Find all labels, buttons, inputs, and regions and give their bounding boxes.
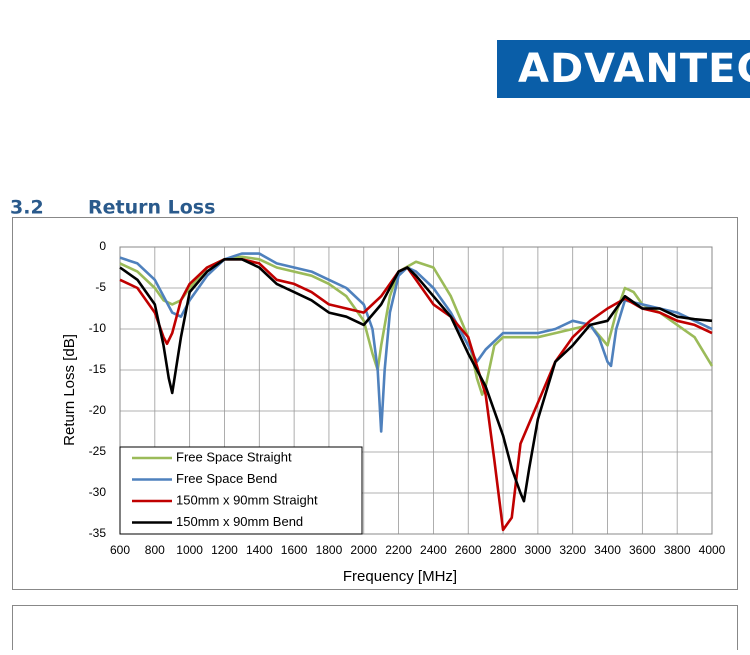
y-tick-label: -10: [89, 321, 107, 335]
legend-box: [119, 446, 363, 535]
x-tick-label: 600: [110, 543, 130, 557]
x-tick-label: 2200: [385, 543, 412, 557]
x-tick-label: 2600: [455, 543, 482, 557]
x-tick-label: 3200: [559, 543, 586, 557]
legend-label: Free Space Straight: [176, 449, 292, 464]
section-title: Return Loss: [88, 197, 215, 219]
x-tick-label: 1000: [176, 543, 203, 557]
x-tick-label: 3000: [525, 543, 552, 557]
y-tick-label: -35: [89, 526, 107, 540]
y-tick-label: -30: [89, 485, 107, 499]
x-tick-label: 2000: [350, 543, 377, 557]
x-tick-label: 3800: [664, 543, 691, 557]
x-tick-label: 4000: [699, 543, 726, 557]
x-tick-label: 1600: [281, 543, 308, 557]
y-tick-label: 0: [99, 239, 106, 253]
x-tick-label: 1200: [211, 543, 238, 557]
next-frame: [12, 605, 738, 655]
legend-label: 150mm x 90mm Bend: [176, 514, 303, 529]
x-tick-label: 3600: [629, 543, 656, 557]
chart-frame: [12, 217, 738, 590]
x-tick-label: 3400: [594, 543, 621, 557]
y-tick-label: -5: [95, 280, 106, 294]
series-line: [119, 257, 713, 503]
y-tick-label: -20: [89, 403, 107, 417]
x-tick-label: 2400: [420, 543, 447, 557]
y-tick-label: -25: [89, 444, 107, 458]
y-tick-label: -15: [89, 362, 107, 376]
plot-border: [119, 246, 713, 535]
x-tick-label: 1400: [246, 543, 273, 557]
logo-box: [497, 40, 750, 98]
x-tick-label: 800: [145, 543, 165, 557]
x-axis-title: Frequency [MHz]: [343, 568, 457, 585]
y-axis-title: Return Loss [dB]: [61, 334, 78, 446]
legend-label: 150mm x 90mm Straight: [176, 492, 318, 507]
x-tick-label: 1800: [316, 543, 343, 557]
x-tick-label: 2800: [490, 543, 517, 557]
logo: ADVANTECH: [518, 46, 750, 92]
section-number: 3.2: [10, 197, 44, 219]
legend-label: Free Space Bend: [176, 471, 277, 486]
